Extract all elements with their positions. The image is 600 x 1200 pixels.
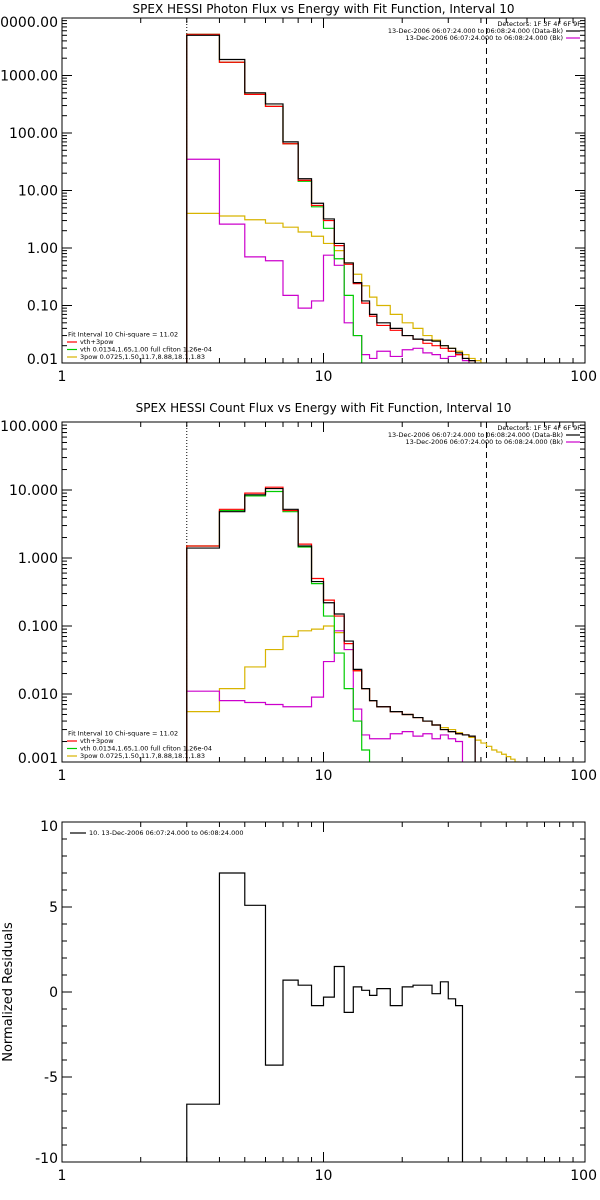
legend-top-entry: 13-Dec-2006 06:07:24.000 to 06:08:24.000… bbox=[406, 34, 564, 42]
chart-panel-3: 1 10 100 -10 -5 0 5 10 Normalized Residuals 10. 1… bbox=[1, 819, 597, 1184]
y-tick-label: 1.000 bbox=[18, 551, 58, 567]
legend-bottom-entry: 3pow 0.0725,1.50,11.7,8.88,18.1,1.83 bbox=[80, 353, 205, 361]
series-vth-line bbox=[186, 490, 371, 762]
y-tick-label: 0.010 bbox=[18, 687, 58, 703]
series-3pow-line bbox=[186, 212, 488, 363]
y-tick-label: 10000.00 bbox=[0, 15, 58, 31]
plot-frame bbox=[61, 821, 586, 1163]
series-bk-line bbox=[186, 630, 464, 762]
legend-top-entry: 13-Dec-2006 06:07:24.000 to 06:08:24.000… bbox=[388, 431, 563, 439]
x-tick-label: 100 bbox=[570, 1168, 597, 1184]
x-tick-label: 10 bbox=[315, 369, 333, 385]
y-tick-label: -5 bbox=[44, 1070, 58, 1086]
y-tick-label: 5 bbox=[49, 900, 58, 916]
x-tick-label: 1 bbox=[58, 1168, 67, 1184]
y-tick-label: 0.10 bbox=[27, 299, 58, 315]
x-tick-label: 100 bbox=[570, 768, 597, 784]
plot-frame bbox=[61, 17, 586, 364]
series-bk-line bbox=[186, 158, 470, 363]
y-tick-label: 0.001 bbox=[18, 751, 58, 767]
chart-title: SPEX HESSI Count Flux vs Energy with Fit… bbox=[136, 401, 512, 415]
series-vth-line bbox=[186, 33, 363, 363]
y-tick-label: 10.00 bbox=[18, 184, 58, 200]
y-axis-label: Normalized Residuals bbox=[1, 922, 16, 1062]
legend-top-entry: Detectors: 1F 3F 4F 6F 9F bbox=[497, 424, 581, 432]
x-tick-label: 1 bbox=[58, 369, 67, 385]
legend-bottom-entry: Fit Interval 10 Chi-square = 11.02 bbox=[68, 331, 178, 339]
series-data-bk-line bbox=[186, 34, 476, 363]
chart-panel-2: SPEX HESSI Count Flux vs Energy with Fit… bbox=[0, 401, 597, 784]
legend-bottom-entry: 3pow 0.0725,1.50,11.7,8.88,18.1,1.83 bbox=[80, 752, 205, 760]
legend-top-entry: 13-Dec-2006 06:07:24.000 to 06:08:24.000… bbox=[406, 438, 564, 446]
y-tick-label: 1.00 bbox=[27, 241, 58, 257]
legend-bottom-entry: vth 0.0134,1.65,1.00 full cfiton 1.26e-0… bbox=[80, 346, 212, 354]
legend-top-entry: 13-Dec-2006 06:07:24.000 to 06:08:24.000… bbox=[388, 27, 563, 35]
y-tick-label: 1000.00 bbox=[0, 69, 58, 85]
legend-bottom-entry: vth+3pow bbox=[80, 338, 114, 346]
y-tick-label: 10.000 bbox=[9, 483, 58, 499]
legend-bottom-entry: Fit Interval 10 Chi-square = 11.02 bbox=[68, 730, 178, 738]
y-tick-label: 0.01 bbox=[27, 352, 58, 368]
y-tick-label: 100.00 bbox=[9, 126, 58, 142]
y-tick-label: -10 bbox=[35, 1151, 58, 1167]
x-tick-label: 100 bbox=[570, 369, 597, 385]
x-tick-label: 10 bbox=[315, 768, 333, 784]
y-tick-label: 10 bbox=[40, 819, 58, 835]
legend-top-entry: Detectors: 1F 3F 4F 6F 9F bbox=[497, 20, 581, 28]
legend-entry: 10. 13-Dec-2006 06:07:24.000 to 06:08:24… bbox=[89, 829, 244, 837]
legend-bottom-entry: vth+3pow bbox=[80, 737, 114, 745]
series-10-13-dec-2006-06-07-24-000-to-06-08-24-000-line bbox=[186, 872, 464, 1162]
legend-bottom-entry: vth 0.0134,1.65,1.00 full cfiton 1.26e-0… bbox=[80, 745, 212, 753]
x-tick-label: 10 bbox=[315, 1168, 333, 1184]
series-vth-3pow-line bbox=[186, 33, 476, 363]
plot-frame bbox=[61, 421, 586, 763]
chart-title: SPEX HESSI Photon Flux vs Energy with Fi… bbox=[133, 2, 515, 16]
y-tick-label: 0.100 bbox=[18, 619, 58, 635]
y-tick-label: 0 bbox=[49, 985, 58, 1001]
y-tick-label: 100.000 bbox=[0, 419, 58, 435]
series-data-bk-line bbox=[186, 487, 476, 762]
chart-panel-1: SPEX HESSI Photon Flux vs Energy with Fi… bbox=[0, 2, 597, 385]
x-tick-label: 1 bbox=[58, 768, 67, 784]
